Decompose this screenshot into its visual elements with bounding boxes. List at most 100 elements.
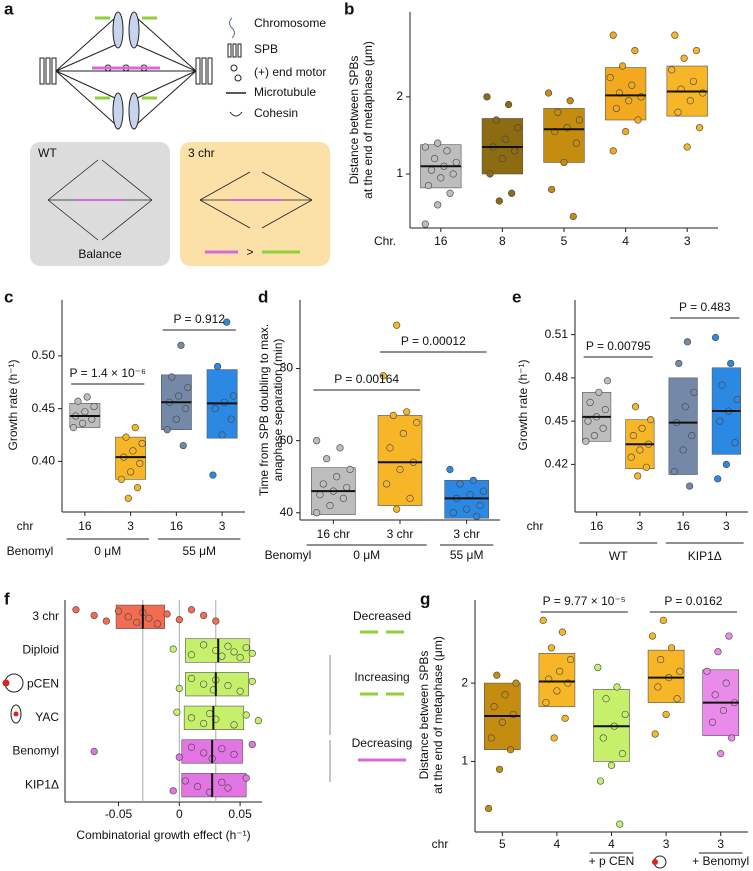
point: [175, 616, 183, 624]
point: [383, 480, 391, 488]
point: [582, 437, 590, 445]
point: [659, 616, 667, 624]
point: [184, 383, 192, 392]
y-tick-label: 0.50: [32, 348, 56, 362]
point: [456, 480, 464, 488]
y-tick-label: 0.45: [32, 401, 56, 415]
point: [668, 66, 676, 74]
point: [590, 431, 599, 440]
point: [719, 706, 728, 715]
point: [728, 734, 736, 742]
point: [78, 419, 87, 428]
point: [187, 743, 196, 751]
y-axis-label-line: at the end of metaphase (μm): [361, 41, 375, 199]
point: [127, 468, 135, 476]
y-tick-label: Benomyl: [12, 744, 59, 758]
point: [648, 632, 657, 640]
point: [501, 135, 510, 143]
x-tick-label: 16: [590, 519, 604, 533]
point: [584, 417, 592, 425]
point: [594, 663, 602, 672]
box: [543, 108, 585, 163]
point: [393, 321, 401, 329]
point: [667, 644, 676, 652]
point: [319, 480, 327, 488]
point: [625, 97, 633, 105]
point: [379, 372, 387, 380]
point: [200, 719, 208, 728]
point: [498, 718, 506, 726]
point: [187, 651, 196, 659]
point: [722, 679, 730, 687]
point: [181, 777, 189, 785]
point: [90, 747, 98, 756]
point: [638, 424, 646, 432]
point: [690, 388, 698, 396]
group-label: 55 μM: [182, 544, 216, 558]
point: [657, 655, 665, 664]
point: [476, 501, 484, 510]
x-tick-label: 4: [622, 234, 629, 248]
side-icons: [2, 630, 667, 869]
group-label: + p CEN: [589, 854, 635, 868]
point: [651, 730, 659, 738]
point: [218, 431, 226, 439]
point: [386, 444, 394, 452]
point: [539, 616, 547, 624]
point: [169, 787, 177, 795]
point: [613, 683, 621, 691]
point: [200, 749, 208, 757]
y-tick-label: 60: [280, 433, 294, 447]
point: [181, 405, 190, 413]
point: [599, 734, 607, 742]
point: [224, 681, 232, 690]
point: [606, 73, 614, 82]
p-value: P = 1.4 × 10⁻⁶: [70, 366, 147, 380]
legend-label: Cohesin: [254, 106, 298, 120]
x-tick-label: 0: [176, 807, 183, 821]
y-axis-label-line: anaphase separation (min): [271, 339, 285, 482]
y-tick-label: 0.48: [545, 370, 569, 384]
point: [326, 501, 334, 510]
point: [175, 392, 183, 400]
x-tick-label: 0.05: [228, 807, 252, 821]
group-label: 55 μM: [450, 548, 484, 562]
point: [218, 652, 226, 660]
point: [242, 711, 250, 719]
point: [688, 431, 696, 440]
point: [695, 124, 704, 132]
y-axis-label: Distance between SPBsat the end of metap…: [417, 636, 445, 794]
point: [716, 417, 724, 425]
point: [446, 189, 454, 197]
point: [172, 415, 180, 423]
point: [561, 714, 569, 722]
point: [717, 750, 725, 758]
x-axis-label: chr: [17, 519, 34, 533]
point: [634, 116, 642, 124]
point: [490, 702, 498, 711]
point: [406, 494, 414, 502]
point: [492, 116, 500, 124]
point: [671, 31, 679, 39]
point: [495, 765, 504, 773]
x-tick-label: 3: [717, 837, 724, 851]
point: [586, 398, 594, 406]
box: [115, 604, 166, 629]
y-tick-label: 0.40: [32, 454, 56, 468]
point: [248, 740, 256, 749]
point: [553, 687, 561, 695]
point: [714, 648, 722, 656]
point: [449, 509, 457, 517]
y-axis-label-line: Time from SPB doubling to max.: [257, 324, 271, 496]
y-tick-label: KIP1Δ: [25, 777, 59, 791]
point: [434, 201, 442, 209]
group-label: 0 μM: [94, 544, 121, 558]
point: [607, 761, 616, 769]
point: [675, 359, 683, 368]
point: [683, 143, 691, 151]
point: [168, 373, 176, 381]
point: [504, 100, 513, 109]
point: [674, 108, 682, 116]
point: [163, 426, 171, 434]
spindle-diagram: [30, 11, 330, 266]
